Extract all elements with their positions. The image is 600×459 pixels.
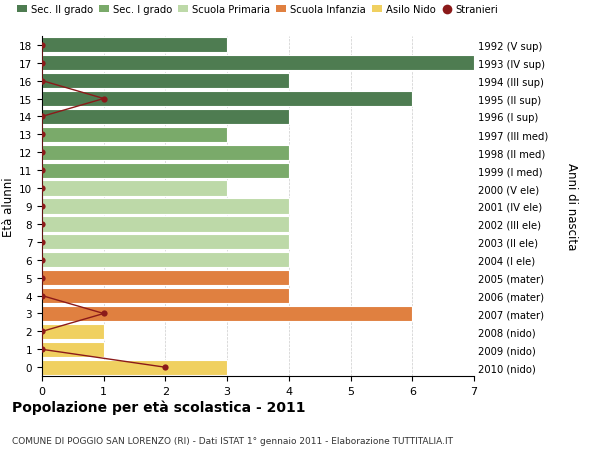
Bar xyxy=(42,360,227,375)
Bar xyxy=(42,270,289,285)
Bar xyxy=(42,235,289,250)
Text: COMUNE DI POGGIO SAN LORENZO (RI) - Dati ISTAT 1° gennaio 2011 - Elaborazione TU: COMUNE DI POGGIO SAN LORENZO (RI) - Dati… xyxy=(12,436,453,445)
Y-axis label: Anni di nascita: Anni di nascita xyxy=(565,163,578,250)
Bar xyxy=(42,146,289,161)
Bar xyxy=(42,92,412,107)
Bar xyxy=(42,181,227,196)
Bar xyxy=(42,163,289,179)
Bar xyxy=(42,74,289,89)
Bar xyxy=(42,324,104,339)
Bar xyxy=(42,110,289,125)
Bar xyxy=(42,38,227,53)
Bar xyxy=(42,306,412,321)
Y-axis label: Età alunni: Età alunni xyxy=(2,177,15,236)
Text: Popolazione per età scolastica - 2011: Popolazione per età scolastica - 2011 xyxy=(12,399,305,414)
Bar xyxy=(42,217,289,232)
Bar xyxy=(42,56,474,71)
Bar xyxy=(42,342,104,357)
Legend: Sec. II grado, Sec. I grado, Scuola Primaria, Scuola Infanzia, Asilo Nido, Stran: Sec. II grado, Sec. I grado, Scuola Prim… xyxy=(17,5,499,15)
Bar xyxy=(42,288,289,303)
Bar xyxy=(42,128,227,143)
Bar xyxy=(42,252,289,268)
Bar xyxy=(42,199,289,214)
